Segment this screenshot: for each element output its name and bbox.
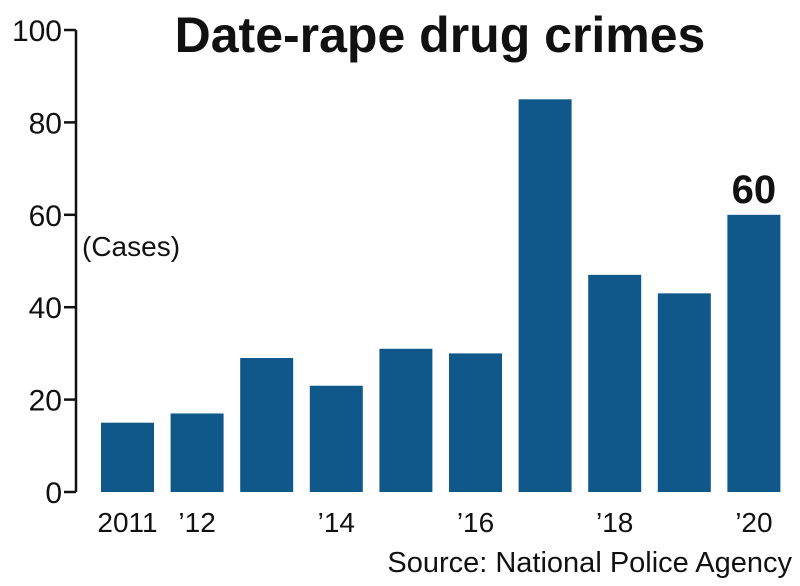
y-tick-label: 60: [29, 200, 62, 233]
y-tick-label: 80: [29, 107, 62, 140]
bar-2012: [170, 413, 224, 492]
y-tick-label: 40: [29, 292, 62, 325]
x-tick-label: 2011: [97, 507, 157, 538]
bar-2020: [727, 214, 781, 493]
x-axis: 2011 ’12 ’14 ’16 ’18 ’20: [97, 507, 772, 538]
x-tick-label: ’20: [735, 507, 772, 538]
x-tick-label: ’14: [318, 507, 355, 538]
bar-2019: [657, 293, 711, 492]
bars: [101, 99, 781, 493]
bar-2016: [449, 353, 502, 492]
bar-2018: [588, 274, 642, 492]
source-note: Source: National Police Agency: [387, 547, 792, 579]
chart-title: Date-rape drug crimes: [175, 7, 706, 63]
bar-2011: [101, 422, 154, 492]
y-tick-label: 0: [45, 477, 62, 510]
x-tick-label: ’18: [596, 507, 633, 538]
bar-2017: [518, 99, 572, 493]
data-labels: 60: [732, 168, 777, 212]
bar-2013: [240, 358, 294, 492]
bar-2015: [379, 348, 433, 492]
unit-label: (Cases): [82, 231, 180, 262]
x-tick-label: ’16: [457, 507, 494, 538]
data-label-2020: 60: [732, 168, 777, 212]
bar-2014: [309, 385, 363, 492]
y-axis: 0 20 40 60 80 100: [12, 15, 78, 510]
y-tick-label: 100: [12, 15, 62, 48]
x-tick-label: ’12: [178, 507, 215, 538]
y-tick-label: 20: [29, 385, 62, 418]
